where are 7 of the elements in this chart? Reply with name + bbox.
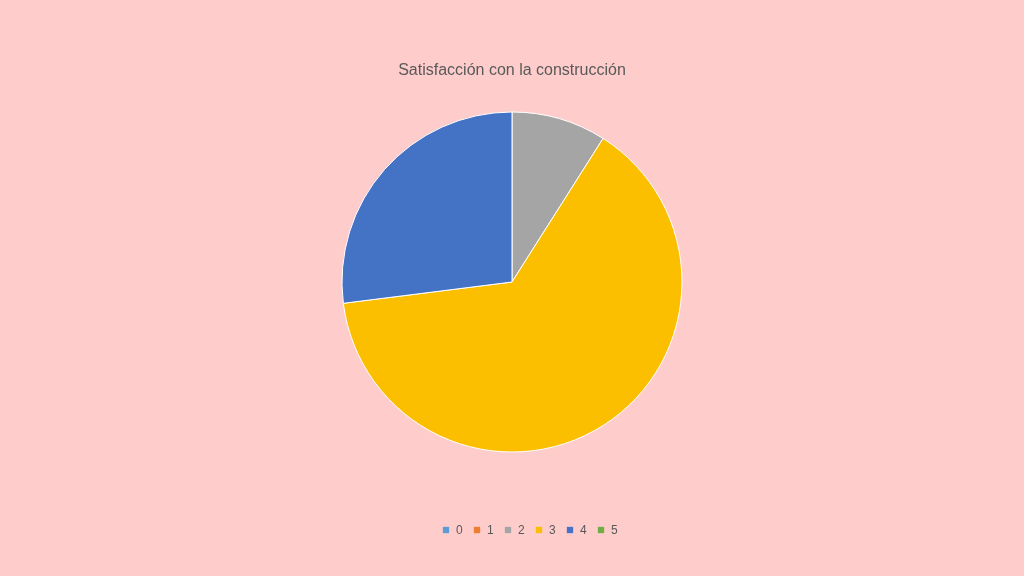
legend-label: 3 xyxy=(549,523,556,537)
legend-label: 2 xyxy=(518,523,525,537)
legend-label: 4 xyxy=(580,523,587,537)
legend-label: 1 xyxy=(487,523,494,537)
chart-title: Satisfacción con la construcción xyxy=(398,61,626,78)
legend-label: 0 xyxy=(456,523,463,537)
legend-label: 5 xyxy=(611,523,618,537)
